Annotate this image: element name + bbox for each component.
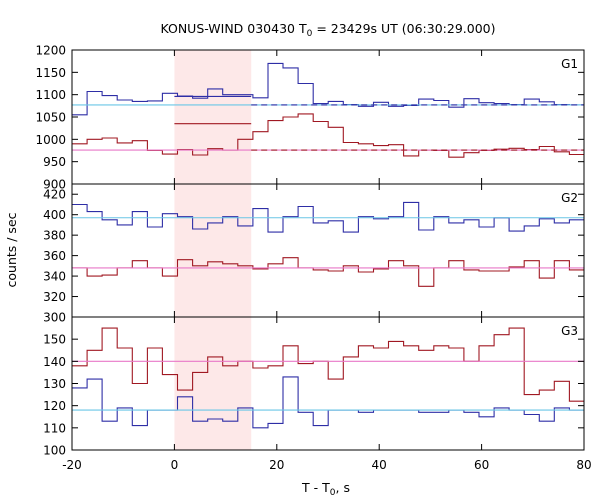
shaded-interval — [174, 50, 252, 450]
panel-G2-ytick-label: 300 — [43, 311, 66, 325]
panel-G3-ytick-label: 100 — [43, 444, 66, 458]
x-tick-label: 20 — [269, 458, 284, 472]
panel-G1-ytick-label: 1200 — [35, 44, 66, 58]
panel-G1-frame — [71, 49, 585, 185]
panel-label-G3: G3 — [561, 324, 578, 338]
panel-G1-ytick-label: 1000 — [35, 133, 66, 147]
panel-label-G2: G2 — [561, 191, 578, 205]
panel-G2-series-1 — [72, 257, 584, 287]
panel-G3-series-1 — [72, 327, 584, 402]
panel-G3-ytick-label: 150 — [43, 333, 66, 347]
panel-G2-ytick-label: 420 — [43, 188, 66, 202]
x-axis-label: T - T0, s — [301, 480, 350, 498]
panel-G1-ytick-label: 1150 — [35, 66, 66, 80]
panel-G3-ytick-label: 120 — [43, 399, 66, 413]
panel-G2-ytick-label: 400 — [43, 208, 66, 222]
panel-G2-series-0 — [72, 201, 584, 233]
panel-G2-ytick-label: 320 — [43, 290, 66, 304]
panel-G2-ytick-label: 340 — [43, 270, 66, 284]
panel-G3-series-0 — [72, 376, 584, 429]
panel-G1-ytick-label: 1050 — [35, 111, 66, 125]
x-tick-label: 60 — [474, 458, 489, 472]
panel-G2-ytick-label: 360 — [43, 249, 66, 263]
chart-title: KONUS-WIND 030430 T0 = 23429s UT (06:30:… — [160, 21, 495, 39]
panel-G3-ytick-label: 130 — [43, 377, 66, 391]
x-tick-label: 80 — [576, 458, 591, 472]
panel-label-G1: G1 — [561, 57, 578, 71]
panel-G3-ytick-label: 140 — [43, 355, 66, 369]
panel-G2-ytick-label: 380 — [43, 229, 66, 243]
y-axis-label: counts / sec — [4, 212, 19, 287]
panel-G1-series-1 — [72, 113, 584, 158]
x-tick-label: -20 — [62, 458, 82, 472]
panel-G1-ytick-label: 1100 — [35, 88, 66, 102]
panel-G1-ytick-label: 950 — [43, 155, 66, 169]
x-tick-label: 40 — [372, 458, 387, 472]
panel-G1-series-0 — [72, 62, 584, 116]
panel-G2-frame — [71, 183, 585, 318]
panel-G3-frame — [71, 316, 585, 451]
x-tick-label: 0 — [171, 458, 179, 472]
panel-G3-ytick-label: 110 — [43, 421, 66, 435]
panel-G1-ytick-label: 900 — [43, 178, 66, 192]
